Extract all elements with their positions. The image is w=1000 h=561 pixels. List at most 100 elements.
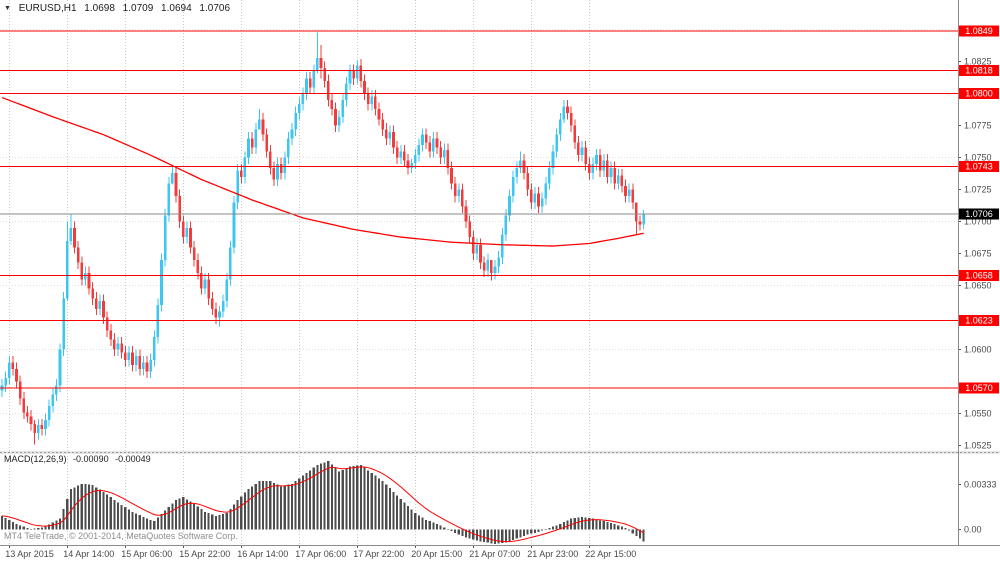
candle-down xyxy=(359,65,363,81)
macd-histogram-bar xyxy=(84,484,87,530)
candle-up xyxy=(337,116,341,126)
macd-histogram-bar xyxy=(635,529,638,536)
macd-histogram-bar xyxy=(334,468,337,530)
ohlc-low-value: 1.0694 xyxy=(161,3,192,14)
macd-histogram-bar xyxy=(211,514,214,530)
macd-histogram-bar xyxy=(341,469,344,530)
candle-up xyxy=(457,189,461,197)
candle-down xyxy=(40,425,44,430)
macd-histogram-bar xyxy=(55,520,58,530)
macd-histogram-bar xyxy=(327,461,330,530)
candle-up xyxy=(185,228,189,238)
candle-up xyxy=(486,260,490,271)
macd-histogram-bar xyxy=(124,507,127,530)
hline-price-label-text: 1.0658 xyxy=(965,270,993,280)
macd-histogram-bar xyxy=(457,529,460,535)
candle-down xyxy=(479,244,482,263)
candle-down xyxy=(537,193,540,207)
candle-up xyxy=(142,362,145,369)
macd-histogram-bar xyxy=(178,498,181,530)
macd-panel[interactable] xyxy=(0,461,645,544)
macd-histogram-bar xyxy=(396,495,399,530)
macd-histogram-bar xyxy=(312,467,315,530)
macd-histogram-bar xyxy=(251,486,254,530)
candle-up xyxy=(544,183,548,199)
macd-histogram-bar xyxy=(631,529,634,534)
macd-histogram-bar xyxy=(164,510,167,530)
macd-histogram-bar xyxy=(149,519,152,530)
candle-up xyxy=(399,151,403,158)
candle-up xyxy=(116,343,120,350)
macd-histogram-bar xyxy=(559,523,562,530)
candle-up xyxy=(413,155,417,163)
candle-down xyxy=(381,119,384,130)
candle-down xyxy=(631,189,635,203)
candle-up xyxy=(221,301,225,312)
candle-down xyxy=(424,134,428,143)
macd-histogram-bar xyxy=(628,529,631,531)
macd-histogram-bar xyxy=(435,523,439,530)
macd-histogram-bar xyxy=(385,484,388,530)
candle-up xyxy=(493,266,497,273)
candle-down xyxy=(439,147,442,158)
macd-histogram-bar xyxy=(566,520,569,530)
macd-histogram-bar xyxy=(595,519,598,530)
candle-up xyxy=(519,160,522,168)
candle-down xyxy=(577,142,580,156)
macd-histogram-bar xyxy=(156,517,159,530)
candle-up xyxy=(551,151,555,168)
candle-down xyxy=(268,151,272,168)
macd-histogram-bar xyxy=(232,504,236,530)
macd-histogram-bar xyxy=(167,506,170,530)
macd-histogram-bar xyxy=(153,521,156,530)
candle-up xyxy=(591,164,595,174)
macd-histogram-bar xyxy=(142,516,145,530)
candle-up xyxy=(602,160,606,171)
time-label: 14 Apr 14:00 xyxy=(63,549,114,559)
macd-histogram-bar xyxy=(468,529,471,539)
time-label: 15 Apr 06:00 xyxy=(121,549,172,559)
candle-up xyxy=(55,385,58,395)
price-tick-label: 1.0825 xyxy=(964,57,992,67)
price-tick-label: 1.0550 xyxy=(964,409,992,419)
time-axis[interactable]: 13 Apr 2015 14 Apr 14:00 15 Apr 06:00 15 Ap… xyxy=(0,545,1000,559)
candle-up xyxy=(421,134,424,145)
macd-histogram-bar xyxy=(454,529,457,533)
macd-histogram-bar xyxy=(620,526,623,530)
candle-up xyxy=(218,311,221,318)
candle-down xyxy=(265,134,268,152)
candle-up xyxy=(65,240,69,299)
candle-down xyxy=(214,308,218,318)
macd-histogram-bar xyxy=(26,527,29,530)
macd-histogram-bar xyxy=(530,529,533,534)
candle-up xyxy=(345,83,348,101)
candle-up xyxy=(171,173,174,184)
macd-histogram-bar xyxy=(338,471,341,530)
chart-icon: ▼ xyxy=(4,5,11,12)
macd-histogram-bar xyxy=(352,465,355,530)
macd-histogram-bar xyxy=(229,508,232,530)
candle-up xyxy=(203,279,207,289)
price-axis[interactable]: 1.0825 1.0775 1.0750 1.0725 1.0700 1.0675 1.06… xyxy=(958,0,999,545)
candle-up xyxy=(276,164,279,180)
macd-histogram-bar xyxy=(91,485,94,530)
macd-histogram-bar xyxy=(319,463,323,530)
candle-down xyxy=(145,362,149,372)
macd-histogram-bar xyxy=(479,529,482,542)
macd-histogram-bar xyxy=(11,521,14,530)
candle-up xyxy=(442,150,446,158)
ohlc-open-value: 1.0698 xyxy=(84,3,115,14)
macd-histogram-bar xyxy=(218,515,221,530)
hline-price-label-text: 1.0818 xyxy=(965,66,993,76)
macd-histogram-bar xyxy=(261,481,265,530)
macd-histogram-bar xyxy=(225,513,228,530)
macd-histogram-bar xyxy=(577,517,580,530)
hline-price-label-text: 1.0800 xyxy=(965,89,993,99)
candle-up xyxy=(62,298,65,350)
hline-price-label-text: 1.0623 xyxy=(965,315,993,325)
macd-histogram-bar xyxy=(504,529,507,543)
candle-down xyxy=(200,272,203,289)
macd-histogram-bar xyxy=(580,517,584,530)
